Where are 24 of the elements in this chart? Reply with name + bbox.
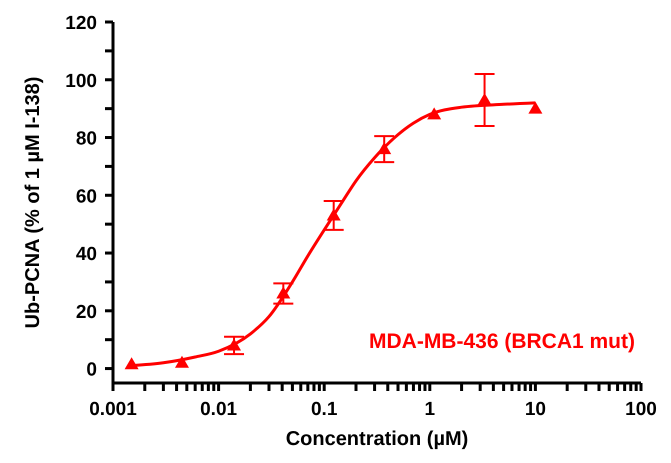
x-tick-label: 1 — [424, 399, 436, 420]
y-tick-label: 0 — [86, 360, 97, 381]
point — [427, 107, 442, 120]
point — [326, 208, 341, 220]
x-tick-label: 0.01 — [200, 399, 238, 420]
point — [478, 92, 492, 105]
y-tick-label: 80 — [76, 128, 97, 150]
x-tick-label: 0.001 — [89, 399, 138, 420]
y-tick-label: 120 — [65, 13, 97, 34]
x-tick-label: 100 — [625, 399, 657, 420]
point — [377, 142, 392, 154]
x-tick-label: 10 — [524, 399, 546, 420]
y-tick-label: 40 — [76, 244, 97, 266]
point — [528, 102, 542, 114]
point — [276, 286, 290, 298]
x-axis-title: Concentration (µM) — [286, 428, 468, 450]
point — [174, 356, 189, 368]
y-axis-title: Ub-PCNA (% of 1 µM I-138) — [22, 76, 44, 328]
y-tick-label: 100 — [65, 70, 97, 92]
point — [124, 357, 139, 370]
y-tick-label: 20 — [76, 302, 97, 323]
text: MDA-MB-436 (BRCA1 mut) — [369, 330, 635, 354]
y-tick-label: 60 — [76, 186, 97, 208]
x-tick-label: 0.1 — [310, 399, 338, 420]
